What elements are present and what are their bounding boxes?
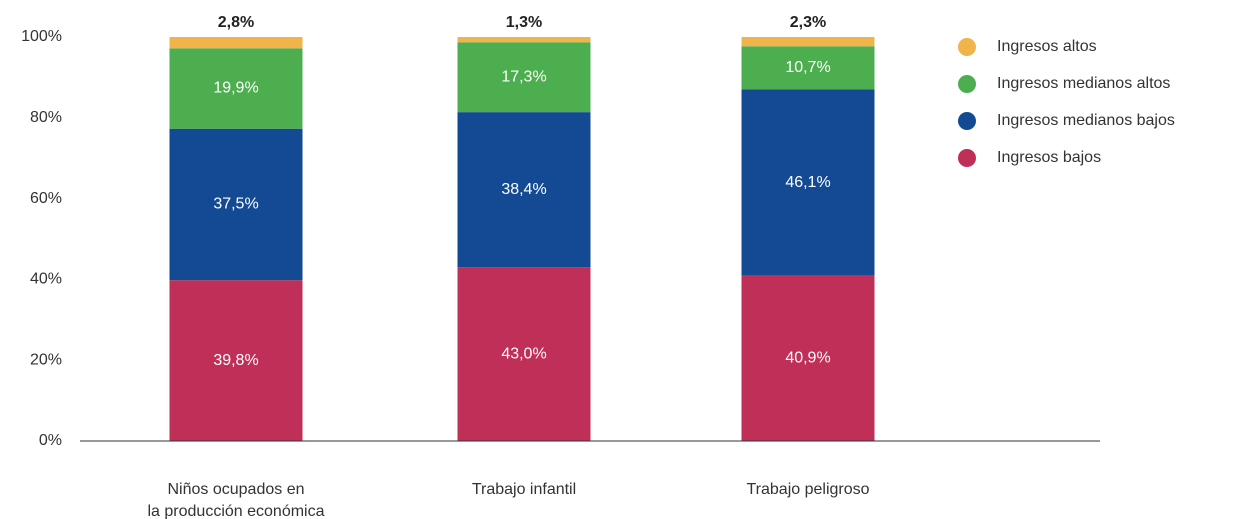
bar-segment [741,37,875,47]
data-label: 10,7% [785,59,830,76]
data-label: 2,8% [218,14,254,31]
legend-swatch [958,112,976,130]
data-label: 2,3% [790,14,826,31]
legend-label: Ingresos bajos [997,149,1101,166]
legend-swatch [958,38,976,56]
legend-swatch [958,149,976,167]
y-tick-label: 20% [30,351,62,368]
bar-segment [741,275,875,441]
data-label: 43,0% [501,345,546,362]
legend-label: Ingresos altos [997,38,1097,55]
y-tick-label: 0% [39,432,62,449]
bar-segment [741,89,875,276]
bar-segment [169,37,303,49]
y-tick-label: 100% [21,28,62,45]
data-label: 39,8% [213,352,258,369]
y-tick-label: 60% [30,190,62,207]
bar-segment [169,280,303,441]
x-tick-label: Trabajo infantil [471,481,577,498]
bar-segment [169,48,303,129]
data-label: 17,3% [501,68,546,85]
bar-segment [457,267,591,441]
bar-segment [741,46,875,90]
data-label: 1,3% [506,14,542,31]
bar-segment [457,42,591,113]
data-label: 38,4% [501,181,546,198]
data-label: 37,5% [213,196,258,213]
data-label: 19,9% [213,80,258,97]
y-tick-label: 40% [30,271,62,288]
bar-segment [457,112,591,268]
data-label: 46,1% [785,174,830,191]
x-tick-label: Niños ocupados en la producción económic… [147,481,325,519]
bar-segment [457,37,591,43]
x-tick-label: Trabajo peligroso [746,481,870,498]
legend-label: Ingresos medianos bajos [997,112,1175,129]
y-tick-label: 80% [30,109,62,126]
bar-segment [169,128,303,281]
data-label: 40,9% [785,350,830,367]
legend-label: Ingresos medianos altos [997,75,1170,92]
legend-swatch [958,75,976,93]
